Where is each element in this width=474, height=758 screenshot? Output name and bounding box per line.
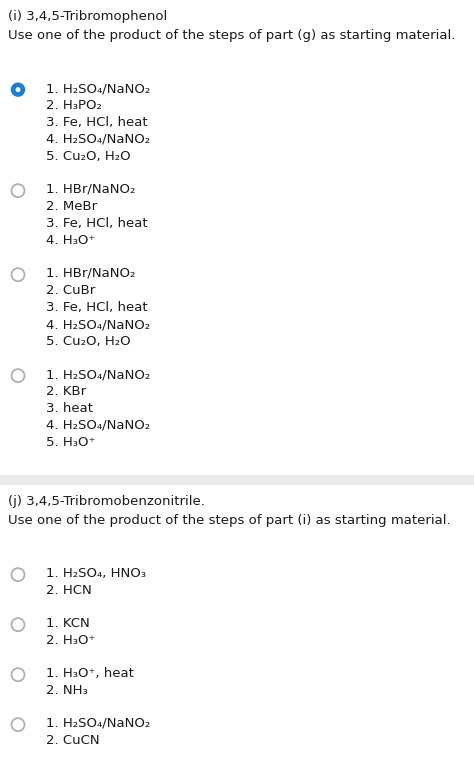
Text: 2. KBr: 2. KBr [46,385,86,398]
Circle shape [11,619,25,631]
Text: 5. H₃O⁺: 5. H₃O⁺ [46,436,95,449]
Text: 1. H₃O⁺, heat: 1. H₃O⁺, heat [46,667,134,680]
Circle shape [16,87,20,92]
Text: 1. H₂SO₄/NaNO₂: 1. H₂SO₄/NaNO₂ [46,82,150,95]
Text: 2. HCN: 2. HCN [46,584,92,597]
Text: 2. CuCN: 2. CuCN [46,734,100,747]
Text: 4. H₂SO₄/NaNO₂: 4. H₂SO₄/NaNO₂ [46,419,150,432]
Text: 2. H₃O⁺: 2. H₃O⁺ [46,634,95,647]
Text: 3. Fe, HCl, heat: 3. Fe, HCl, heat [46,217,147,230]
Text: 4. H₂SO₄/NaNO₂: 4. H₂SO₄/NaNO₂ [46,133,150,146]
Circle shape [11,568,25,581]
Text: 1. H₂SO₄, HNO₃: 1. H₂SO₄, HNO₃ [46,567,146,580]
Text: (j) 3,4,5-Tribromobenzonitrile.: (j) 3,4,5-Tribromobenzonitrile. [8,495,205,508]
Circle shape [11,268,25,281]
Circle shape [11,369,25,382]
Text: 1. H₂SO₄/NaNO₂: 1. H₂SO₄/NaNO₂ [46,368,150,381]
Text: 5. Cu₂O, H₂O: 5. Cu₂O, H₂O [46,335,131,348]
Text: 2. CuBr: 2. CuBr [46,284,95,297]
Text: 3. heat: 3. heat [46,402,93,415]
Circle shape [11,83,25,96]
Text: 1. KCN: 1. KCN [46,617,90,630]
Text: Use one of the product of the steps of part (g) as starting material.: Use one of the product of the steps of p… [8,29,456,42]
Circle shape [11,668,25,681]
Text: (i) 3,4,5-Tribromophenol: (i) 3,4,5-Tribromophenol [8,10,167,23]
Circle shape [11,184,25,197]
Text: 3. Fe, HCl, heat: 3. Fe, HCl, heat [46,116,147,129]
Text: 1. H₂SO₄/NaNO₂: 1. H₂SO₄/NaNO₂ [46,717,150,730]
Text: 5. Cu₂O, H₂O: 5. Cu₂O, H₂O [46,150,131,163]
Text: 2. H₃PO₂: 2. H₃PO₂ [46,99,102,112]
Bar [0,475,474,485]
Text: 2. NH₃: 2. NH₃ [46,684,88,697]
Circle shape [11,718,25,731]
Text: 1. HBr/NaNO₂: 1. HBr/NaNO₂ [46,267,136,280]
Text: Use one of the product of the steps of part (i) as starting material.: Use one of the product of the steps of p… [8,514,451,527]
Text: 3. Fe, HCl, heat: 3. Fe, HCl, heat [46,301,147,314]
Text: 4. H₃O⁺: 4. H₃O⁺ [46,234,95,247]
Text: 2. MeBr: 2. MeBr [46,200,97,213]
Text: 4. H₂SO₄/NaNO₂: 4. H₂SO₄/NaNO₂ [46,318,150,331]
Text: 1. HBr/NaNO₂: 1. HBr/NaNO₂ [46,183,136,196]
